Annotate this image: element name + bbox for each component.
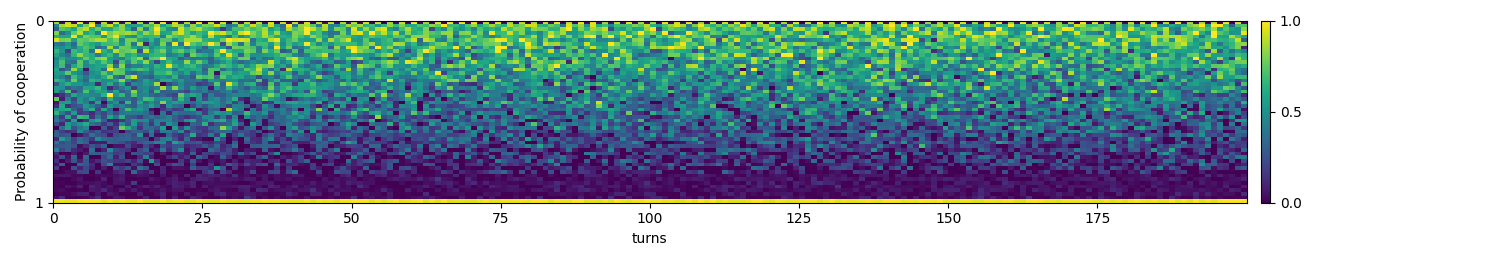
X-axis label: turns: turns bbox=[633, 232, 667, 246]
Y-axis label: Probability of cooperation: Probability of cooperation bbox=[15, 22, 28, 201]
